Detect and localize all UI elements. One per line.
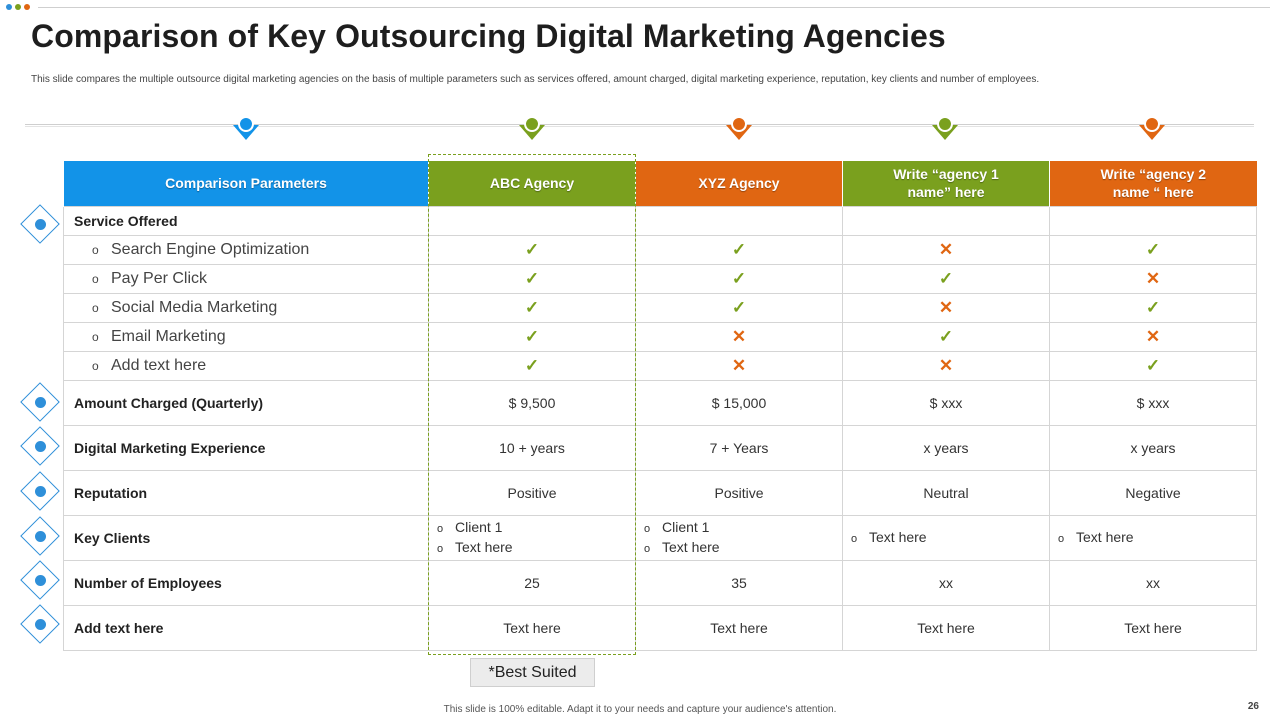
cross-icon: ✕: [842, 234, 1050, 265]
check-icon: ✓: [635, 263, 843, 294]
green-dot: [15, 4, 21, 10]
service-row: o Search Engine Optimization ✓ ✓ ✕ ✓: [63, 234, 1257, 265]
bullet-icon: o: [437, 542, 444, 555]
check-icon: ✓: [1049, 350, 1257, 381]
check-icon: ✓: [842, 321, 1050, 352]
check-icon: ✓: [428, 350, 636, 381]
check-icon: ✓: [428, 321, 636, 352]
experience-label: Digital Marketing Experience: [63, 424, 429, 471]
service-row: o Email Marketing ✓ ✕ ✓ ✕: [63, 321, 1257, 352]
check-icon: ✓: [1049, 292, 1257, 323]
header-param: Comparison Parameters: [63, 161, 429, 206]
bullet-icon: o: [437, 522, 444, 535]
header-abc: ABC Agency: [428, 161, 636, 206]
check-icon: ✓: [1049, 234, 1257, 265]
reputation-label: Reputation: [63, 469, 429, 516]
team-icon: [20, 560, 60, 600]
best-suited-label: *Best Suited: [470, 658, 595, 687]
bullet-icon: o: [92, 329, 99, 344]
experience-icon: [20, 426, 60, 466]
bullet-icon: o: [92, 358, 99, 373]
header-agency1-line2: name” here: [907, 184, 985, 201]
money-hand-icon: [20, 382, 60, 422]
service-icon: [20, 204, 60, 244]
service-row: o Pay Per Click ✓ ✓ ✓ ✕: [63, 263, 1257, 294]
service-name: Email Marketing: [111, 327, 226, 345]
top-rule: [38, 7, 1270, 8]
check-icon: ✓: [635, 234, 843, 265]
bullet-icon: o: [92, 300, 99, 315]
cross-icon: ✕: [842, 350, 1050, 381]
bullet-icon: o: [1058, 532, 1065, 545]
header-agency2-line2: name “ here: [1112, 184, 1194, 201]
service-header-row: Service Offered: [63, 205, 1257, 236]
service-name: Social Media Marketing: [111, 298, 278, 316]
check-icon: ✓: [428, 234, 636, 265]
bullet-icon: o: [644, 542, 651, 555]
orange-dot: [24, 4, 30, 10]
marker-abc-icon: [517, 116, 547, 142]
service-name: Search Engine Optimization: [111, 240, 310, 258]
header-agency2-line1: Write “agency 2: [1100, 166, 1207, 183]
service-name: Pay Per Click: [111, 269, 208, 287]
presentation-icon: [20, 604, 60, 644]
marker-param-icon: [231, 116, 261, 142]
clients-row: Key Clients o Client 1 o Text here o Client…: [63, 514, 1257, 561]
service-row: o Social Media Marketing ✓ ✓ ✕ ✓: [63, 292, 1257, 323]
experience-row: Digital Marketing Experience 10 + years …: [63, 424, 1257, 471]
brand-dots: [6, 4, 30, 10]
markers-line: [25, 124, 1254, 127]
cross-icon: ✕: [635, 321, 843, 352]
header-agency1: Write “agency 1 name” here: [842, 161, 1050, 206]
amount-row: Amount Charged (Quarterly) $ 9,500 $ 15,…: [63, 379, 1257, 426]
service-row: o Add text here ✓ ✕ ✕ ✓: [63, 350, 1257, 381]
cross-icon: ✕: [1049, 263, 1257, 294]
clients-label: Key Clients: [63, 514, 429, 561]
bullet-icon: o: [92, 242, 99, 257]
bullet-icon: o: [851, 532, 858, 545]
service-label: Service Offered: [63, 205, 429, 236]
service-name: Add text here: [111, 356, 207, 374]
marker-agency2-icon: [1137, 116, 1167, 142]
check-icon: ✓: [842, 263, 1050, 294]
check-icon: ✓: [635, 292, 843, 323]
footer-note: This slide is 100% editable. Adapt it to…: [443, 704, 837, 715]
header-agency2: Write “agency 2 name “ here: [1049, 161, 1257, 206]
marker-xyz-icon: [724, 116, 754, 142]
cross-icon: ✕: [635, 350, 843, 381]
check-icon: ✓: [428, 263, 636, 294]
header-row: Comparison Parameters ABC Agency XYZ Age…: [63, 161, 1257, 206]
page-number: 26: [1247, 701, 1259, 712]
comparison-table: Comparison Parameters ABC Agency XYZ Age…: [63, 161, 1257, 651]
header-agency1-line1: Write “agency 1: [893, 166, 999, 183]
add-text-row: Add text here Text here Text here Text h…: [63, 604, 1257, 651]
add-text-label: Add text here: [63, 604, 429, 651]
blue-dot: [6, 4, 12, 10]
cross-icon: ✕: [1049, 321, 1257, 352]
reputation-row: Reputation Positive Positive Neutral Neg…: [63, 469, 1257, 516]
amount-label: Amount Charged (Quarterly): [63, 379, 429, 426]
cross-icon: ✕: [842, 292, 1050, 323]
slide-title: Comparison of Key Outsourcing Digital Ma…: [31, 18, 946, 54]
employees-row: Number of Employees 25 35 xx xx: [63, 559, 1257, 606]
badge-icon: [20, 471, 60, 511]
marker-agency1-icon: [930, 116, 960, 142]
header-xyz: XYZ Agency: [635, 161, 843, 206]
employees-label: Number of Employees: [63, 559, 429, 606]
slide-subtitle: This slide compares the multiple outsour…: [31, 74, 1040, 85]
bullet-icon: o: [92, 271, 99, 286]
check-icon: ✓: [428, 292, 636, 323]
clients-icon: [20, 516, 60, 556]
bullet-icon: o: [644, 522, 651, 535]
